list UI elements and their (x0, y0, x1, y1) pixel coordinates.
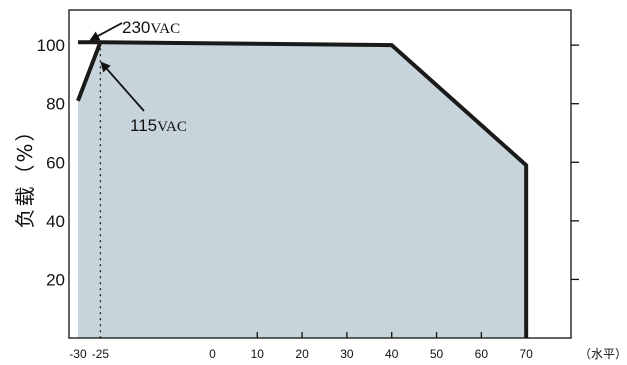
x-tick-label-20: 20 (295, 347, 309, 361)
y-tick-label-20: 20 (46, 270, 65, 289)
x-tick-label-60: 60 (475, 347, 489, 361)
x-tick-label-40: 40 (385, 347, 399, 361)
annotation-arrow-115vac (100, 61, 145, 112)
annotation-label-115vac: 115VAC (130, 116, 187, 135)
y-tick-label-60: 60 (46, 153, 65, 172)
y-axis-label: 负载（%） (13, 119, 37, 228)
x-axis: -30 -25 0 10 20 30 40 50 60 70 (69, 332, 533, 361)
y-axis: 20 40 60 80 100 (37, 36, 579, 289)
x-axis-unit-label: （水平） (579, 347, 627, 361)
x-tick-label-10: 10 (251, 347, 265, 361)
series-line-115vac (76, 41, 103, 102)
annotation-unit-115: VAC (157, 119, 187, 135)
y-tick-label-100: 100 (37, 36, 65, 55)
series-line-230vac (77, 40, 529, 338)
x-tick-label-30: 30 (340, 347, 354, 361)
y-tick-label-40: 40 (46, 212, 65, 231)
plot-frame (68, 9, 572, 339)
y-tick-label-80: 80 (46, 95, 65, 114)
annotation-unit-230: VAC (150, 21, 180, 37)
x-tick-label-50: 50 (430, 347, 444, 361)
annotation-label-230vac: 230VAC (122, 18, 180, 37)
operating-region (77, 42, 527, 338)
x-tick-label-0: 0 (209, 347, 216, 361)
x-tick-label--30: -30 (69, 347, 87, 361)
annotation-arrow-230vac (89, 22, 123, 41)
plot-area (68, 9, 572, 339)
x-tick-label-70: 70 (519, 347, 533, 361)
annotation-number-230: 230 (122, 18, 150, 37)
x-tick-label--25: -25 (92, 347, 110, 361)
annotation-number-115: 115 (130, 116, 157, 135)
